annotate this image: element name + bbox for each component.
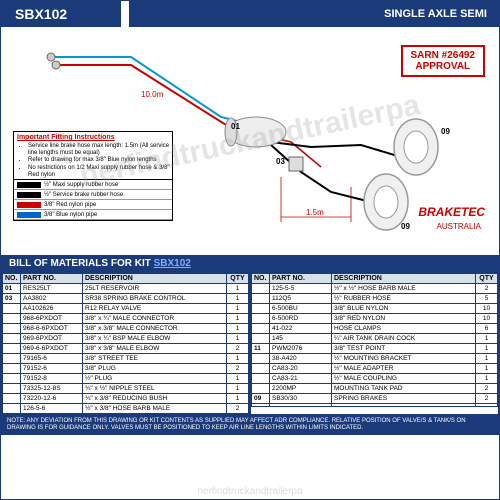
legend-item: Refer to drawing for max 3/8" Blue nylon…: [28, 157, 172, 164]
legend-key-label: 3/8" Red nylon pipe: [44, 202, 96, 208]
callout-09b: 09: [401, 222, 410, 231]
brand-logo: BRAKETEC: [418, 205, 485, 219]
bom-table-right: NO.PART NO.DESCRIPTIONQTY125-5-5½" x ½" …: [251, 273, 498, 407]
bom-col-header: DESCRIPTION: [332, 274, 476, 284]
table-row: 112Q5½" RUBBER HOSE5: [252, 294, 498, 304]
bom-table: NO.PART NO.DESCRIPTIONQTY01RES25LT25LT R…: [1, 272, 499, 415]
legend-key-label: ½" Service brake rubber hose: [44, 192, 123, 198]
bom-col-header: NO.: [252, 274, 270, 284]
table-row: 6-500RD3/8" RED NYLON10: [252, 314, 498, 324]
note-footer: NOTE: ANY DEVIATION FROM THIS DRAWING OR…: [1, 415, 499, 435]
bom-col-header: PART NO.: [21, 274, 83, 284]
table-row: 11PWM20763/8" TEST POINT1: [252, 344, 498, 354]
bom-col-header: PART NO.: [270, 274, 332, 284]
legend-title: Important Fitting Instructions: [14, 132, 172, 143]
legend-key-label: ½" Maxi supply rubber hose: [44, 182, 118, 188]
bom-col-header: QTY: [227, 274, 249, 284]
bom-title: BILL OF MATERIALS FOR KIT: [9, 258, 151, 269]
bom-col-header: DESCRIPTION: [83, 274, 227, 284]
footer-watermark: nerfindtruckandtrailerpa: [197, 486, 302, 497]
legend-keys: ½" Maxi supply rubber hose ½" Service bra…: [14, 179, 172, 220]
table-row: CA83-20½" MALE ADAPTER1: [252, 364, 498, 374]
table-row: [252, 404, 498, 407]
table-row: 41-022HOSE CLAMPS6: [252, 324, 498, 334]
legend-swatch: [17, 202, 41, 208]
legend-swatch: [17, 182, 41, 188]
bom-col-header: NO.: [3, 274, 21, 284]
legend-item: Service line brake hose max length: 1.5m…: [28, 143, 172, 157]
diagram-area: nerfindtruckandtrailerpa 10.0m 1.5m 01 0…: [1, 27, 499, 255]
legend-swatch: [17, 212, 41, 218]
legend-box: Important Fitting Instructions Service l…: [13, 131, 173, 221]
approval-stamp: SARN #26492 APPROVAL: [401, 45, 485, 77]
table-row: CA83-21½" MALE COUPLING1: [252, 374, 498, 384]
brand-sub: AUSTRALIA: [437, 222, 481, 231]
legend-key-label: 3/8" Blue nylon pipe: [44, 212, 97, 218]
legend-list: Service line brake hose max length: 1.5m…: [14, 143, 172, 179]
table-row: 73220-12-6¾" x 3/8" REDUCING BUSH1: [3, 394, 249, 404]
table-row: 2200MPMOUNTING TANK PAD2: [252, 384, 498, 394]
table-row: 79152-63/8" PLUG2: [3, 364, 249, 374]
header: SBX102 SINGLE AXLE SEMI: [1, 1, 499, 27]
table-row: 38-A420½" MOUNTING BRACKET1: [252, 354, 498, 364]
table-row: 03AA3802SR38 SPRING BRAKE CONTROL1: [3, 294, 249, 304]
svg-text:1.5m: 1.5m: [306, 208, 324, 217]
table-row: 968-6PXDOT3/8" x ¼" MALE CONNECTOR1: [3, 314, 249, 324]
table-row: 6-500BU3/8" BLUE NYLON10: [252, 304, 498, 314]
table-row: 09SB30/30SPRING BRAKES2: [252, 394, 498, 404]
table-row: 79152-8½" PLUG1: [3, 374, 249, 384]
table-row: 01RES25LT25LT RESERVOIR1: [3, 284, 249, 294]
bom-header: BILL OF MATERIALS FOR KIT SBX102: [1, 255, 499, 272]
callout-09a: 09: [441, 127, 450, 136]
table-row: 969-6PXDOT3/8" x ¼" BSP MALE ELBOW1: [3, 334, 249, 344]
approval-line2: APPROVAL: [411, 61, 475, 72]
callout-01: 01: [231, 122, 240, 131]
table-row: 969-6-6PXDOT3/8" x 3/8" MALE ELBOW2: [3, 344, 249, 354]
table-row: 73325-12-8S¾" x ½" NIPPLE STEEL1: [3, 384, 249, 394]
bom-table-left: NO.PART NO.DESCRIPTIONQTY01RES25LT25LT R…: [2, 273, 249, 414]
callout-03: 03: [276, 157, 285, 166]
svg-text:10.0m: 10.0m: [141, 90, 164, 99]
bom-col-header: QTY: [476, 274, 498, 284]
table-row: 79165-63/8" STREET TEE1: [3, 354, 249, 364]
table-row: AA102626R12 RELAY VALVE1: [3, 304, 249, 314]
legend-item: No restrictions on 1/2 Maxi supply rubbe…: [28, 165, 172, 179]
bom-link[interactable]: SBX102: [154, 258, 191, 269]
table-row: 145¼" AIR TANK DRAIN COCK1: [252, 334, 498, 344]
product-code: SBX102: [1, 1, 121, 27]
approval-line1: SARN #26492: [411, 50, 475, 61]
table-row: 968-6-6PXDOT3/8" x 3/8" MALE CONNECTOR1: [3, 324, 249, 334]
table-row: 125-5-5½" x ½" HOSE BARB MALE2: [252, 284, 498, 294]
legend-swatch: [17, 192, 41, 198]
table-row: 126-5-6½" x 3/8" HOSE BARB MALE2: [3, 404, 249, 414]
product-title: SINGLE AXLE SEMI: [129, 1, 499, 27]
